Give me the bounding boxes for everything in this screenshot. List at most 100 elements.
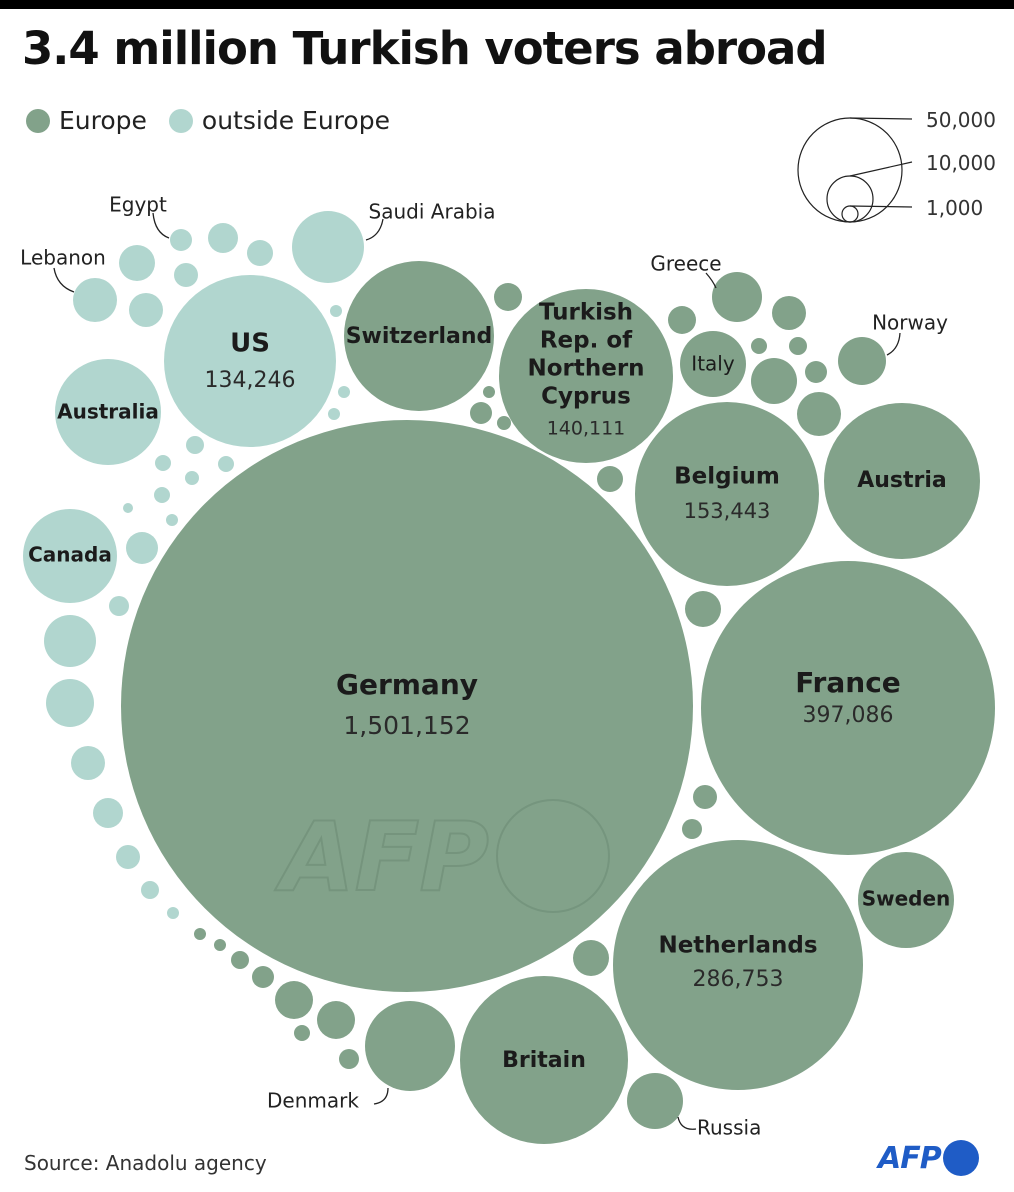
minor-country-bubble [154, 487, 170, 503]
minor-country-bubble [93, 798, 123, 828]
bubble-circle-us [164, 275, 336, 447]
bubble-circle-germany [121, 420, 693, 992]
minor-country-bubble [44, 615, 96, 667]
source-note: Source: Anadolu agency [24, 1151, 267, 1175]
bubble-label: Switzerland [346, 324, 493, 349]
callout-line [53, 267, 75, 293]
minor-country-bubble [109, 596, 129, 616]
minor-country-bubble [247, 240, 273, 266]
minor-country-bubble [668, 306, 696, 334]
legend-label-europe: Europe [59, 106, 147, 135]
callout-line [705, 272, 717, 289]
minor-country-bubble [685, 591, 721, 627]
minor-country-bubble [218, 456, 234, 472]
minor-country-bubble [46, 679, 94, 727]
watermark-text: AFP [274, 803, 489, 913]
bubble-label: Belgium [674, 464, 780, 490]
bubble-value: 134,246 [205, 368, 296, 393]
bubble-circle-italy [680, 331, 746, 397]
bubble-label: Canada [28, 543, 112, 567]
size-legend-label: 10,000 [926, 151, 996, 175]
bubble-italy: Italy [680, 331, 746, 397]
bubble-circle-france [701, 561, 995, 855]
bubble-circle-sweden [858, 852, 954, 948]
bubble-us: US 134,246 [164, 275, 336, 447]
bubble-value: 140,111 [547, 418, 626, 440]
minor-country-bubble [275, 981, 313, 1019]
bubble-circle-switzerland [344, 261, 494, 411]
callout-label: Russia [697, 1116, 761, 1140]
minor-country-bubble [338, 386, 350, 398]
logo-text: AFP [878, 1140, 942, 1176]
bubble-circle-australia [55, 359, 161, 465]
bubble-circle-greece [712, 272, 762, 322]
legend-label-outside-europe: outside Europe [201, 106, 390, 135]
minor-country-bubble [797, 392, 841, 436]
minor-country-bubble [317, 1001, 355, 1039]
bubble-britain: Britain [460, 976, 628, 1144]
bubble-label: Rep. of [540, 328, 633, 354]
callout-label: Saudi Arabia [369, 200, 496, 224]
minor-country-bubble [71, 746, 105, 780]
minor-country-bubble [123, 503, 133, 513]
callout-label: Egypt [109, 193, 167, 217]
bubble-label: Cyprus [541, 384, 631, 410]
bubble-denmark: Denmark [267, 1001, 455, 1113]
minor-country-bubble [167, 907, 179, 919]
bubble-austria: Austria [824, 403, 980, 559]
minor-country-bubble [194, 928, 206, 940]
chart-title: 3.4 million Turkish voters abroad [22, 22, 828, 75]
bubble-circle-belgium [635, 402, 819, 586]
legend-swatch-outside-europe [168, 108, 193, 133]
bubble-circle-russia [627, 1073, 683, 1129]
watermark-circle [496, 799, 610, 913]
bubble-lebanon: Lebanon [20, 246, 117, 322]
top-rule [0, 0, 1014, 9]
bubble-france: France 397,086 [701, 561, 995, 855]
afp-logo: AFP [878, 1140, 979, 1176]
minor-country-bubble [252, 966, 274, 988]
bubble-label: Northern [527, 356, 644, 382]
bubble-label: Netherlands [658, 933, 817, 959]
minor-country-bubble [751, 338, 767, 354]
minor-country-bubble [208, 223, 238, 253]
bubble-label: Italy [691, 352, 735, 376]
callout-line [677, 1116, 697, 1130]
minor-country-bubble [470, 402, 492, 424]
minor-country-bubble [214, 939, 226, 951]
legend-item-outside-europe: outside Europe [168, 106, 390, 135]
bubble-label: Sweden [862, 887, 951, 911]
minor-country-bubble [483, 386, 495, 398]
minor-country-bubble [789, 337, 807, 355]
afp-watermark: AFP [273, 799, 610, 914]
bubble-label: Germany [336, 668, 478, 701]
bubble-label: Turkish [539, 300, 633, 326]
minor-country-bubble [494, 283, 522, 311]
minor-country-bubble [772, 296, 806, 330]
size-legend-label: 1,000 [926, 196, 983, 220]
callout-line [373, 1087, 389, 1105]
size-legend-leader [849, 161, 913, 177]
size-legend-circle [826, 175, 874, 223]
legend-item-europe: Europe [26, 106, 147, 135]
bubble-circle-canada [23, 509, 117, 603]
minor-country-bubble [231, 951, 249, 969]
minor-country-bubble [682, 819, 702, 839]
minor-country-bubble [339, 1049, 359, 1069]
bubble-sweden: Sweden [858, 852, 954, 948]
bubble-label: Austria [857, 468, 947, 493]
bubble-circle-norway [838, 337, 886, 385]
bubble-netherlands: Netherlands 286,753 [613, 840, 863, 1090]
legend-swatch-europe [26, 108, 50, 133]
minor-country-bubble [119, 245, 155, 281]
bubble-circle-austria [824, 403, 980, 559]
minor-country-bubble [597, 466, 623, 492]
bubble-circle-turkish-rep-of-northern-cyprus [499, 289, 673, 463]
minor-country-bubble [126, 532, 158, 564]
bubble-value: 153,443 [684, 499, 771, 523]
minor-country-bubble [186, 436, 204, 454]
bubble-value: 397,086 [803, 703, 894, 728]
size-legend-leader [849, 205, 913, 208]
